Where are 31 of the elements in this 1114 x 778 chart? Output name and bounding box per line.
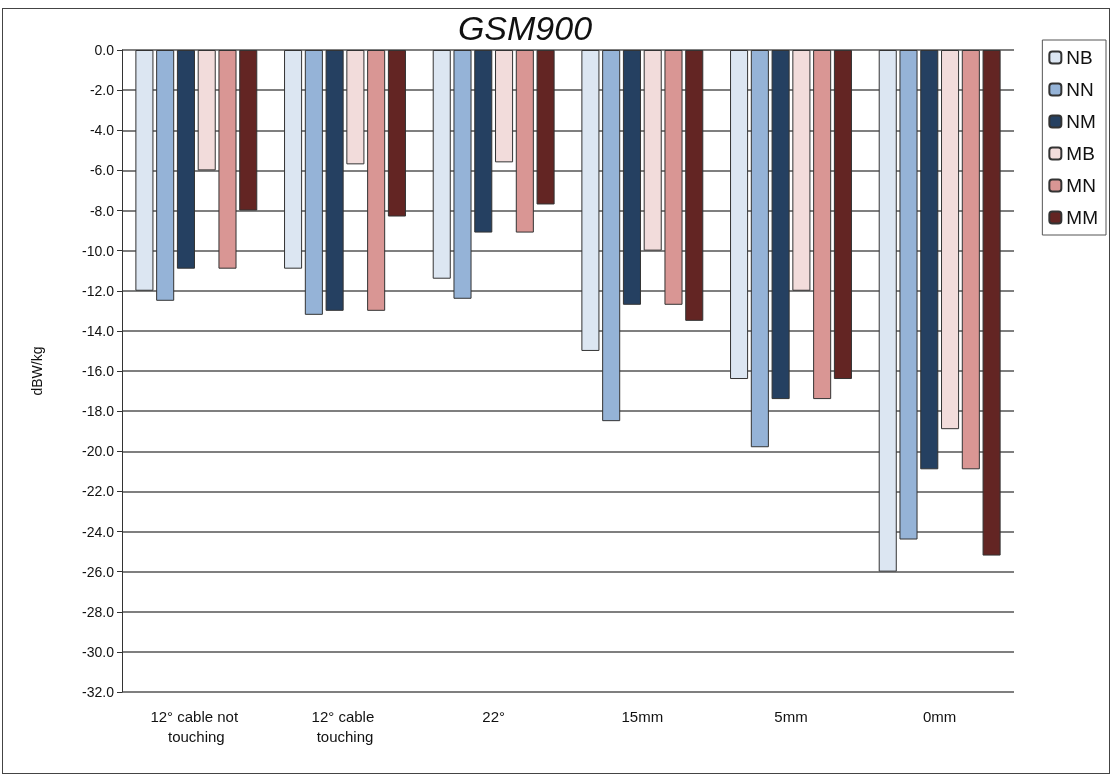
y-tick-label: -14.0 [82,322,115,339]
legend-label: MN [1066,175,1096,196]
x-tick-label: 15mm [621,707,664,725]
y-tick-label: -10.0 [82,242,115,259]
y-axis-title: dBW/kg [29,346,45,396]
x-tick-label: 22° [482,707,506,725]
y-tick-label: -2.0 [89,82,115,99]
y-tick-label: -30.0 [82,643,115,660]
x-tick-label: 5mm [774,707,808,725]
y-tick-label: -18.0 [82,403,115,420]
y-tick-label: -4.0 [89,122,115,139]
y-tick-label: -8.0 [89,202,115,219]
y-tick-label: -32.0 [82,684,115,700]
y-tick-label: -24.0 [82,523,115,540]
y-tick-label: -6.0 [89,162,115,179]
legend-label: NB [1066,47,1093,68]
legend-label: MM [1066,207,1098,228]
chart-title: GSM900 [457,9,593,47]
x-tick-label: 0mm [922,707,957,725]
legend-label: MB [1066,143,1095,164]
y-tick-label: 0.0 [94,42,115,58]
legend-label: NM [1066,111,1096,132]
x-tick-label: 12° cable touching [311,707,379,745]
y-tick-label: -12.0 [82,282,115,299]
y-tick-label: -28.0 [82,603,115,620]
y-tick-label: -16.0 [82,363,115,379]
y-tick-label: -20.0 [82,443,115,460]
legend-label: NN [1066,79,1094,100]
y-tick-label: -26.0 [82,563,115,580]
x-tick-label: 12° cable not touching [150,707,243,745]
y-tick-label: -22.0 [82,483,115,500]
